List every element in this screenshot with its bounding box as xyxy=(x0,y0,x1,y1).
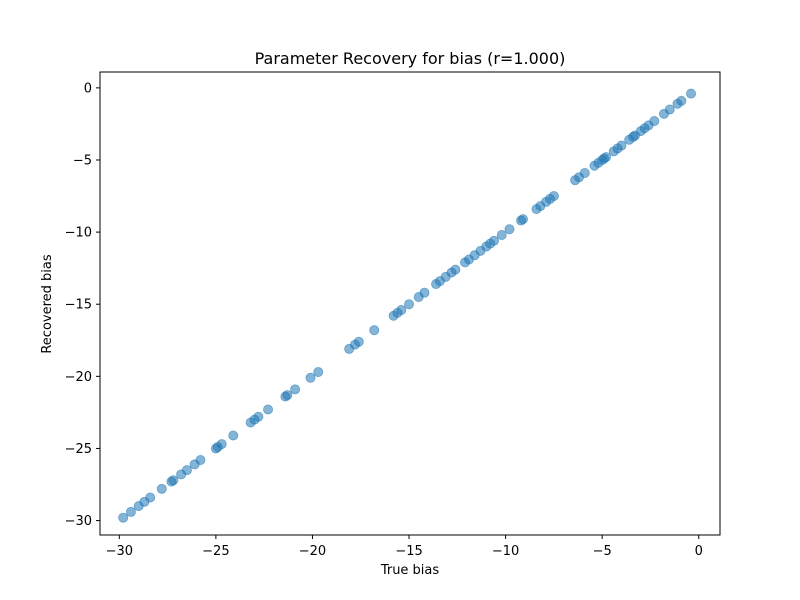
x-tick-label: −5 xyxy=(593,544,612,559)
data-point xyxy=(228,430,239,441)
x-tick-label: −25 xyxy=(202,544,229,559)
data-point xyxy=(263,404,274,415)
y-tick-label: −5 xyxy=(73,153,92,168)
data-point xyxy=(504,224,515,235)
data-point xyxy=(369,325,380,336)
y-tick-label: −20 xyxy=(65,370,92,385)
data-point xyxy=(396,304,407,315)
axis-ticks: −30 −25 −20 −15 −10 −5 0 −30 −25 −20 −15 −10 −5 0 xyxy=(65,81,703,559)
y-tick-label: −15 xyxy=(65,298,92,313)
data-point xyxy=(305,372,316,383)
data-point xyxy=(282,390,293,401)
data-point xyxy=(181,465,192,476)
y-axis-label: Recovered bias xyxy=(40,254,55,354)
data-point xyxy=(489,235,500,246)
y-tick-label: −25 xyxy=(65,442,92,457)
data-point xyxy=(649,116,660,127)
data-point xyxy=(616,140,627,151)
x-tick-label: 0 xyxy=(695,544,703,559)
data-point xyxy=(195,454,206,465)
data-point xyxy=(290,384,301,395)
data-point xyxy=(517,214,528,225)
x-tick-label: −20 xyxy=(299,544,326,559)
x-tick-label: −30 xyxy=(106,544,133,559)
data-point xyxy=(548,191,559,202)
y-tick-label: −10 xyxy=(65,226,92,241)
x-tick-label: −15 xyxy=(395,544,422,559)
x-tick-label: −10 xyxy=(492,544,519,559)
y-tick-label: −30 xyxy=(65,514,92,529)
chart-title: Parameter Recovery for bias (r=1.000) xyxy=(255,49,566,68)
data-point xyxy=(496,229,507,240)
data-point xyxy=(353,336,364,347)
data-point xyxy=(168,475,179,486)
data-points xyxy=(118,88,697,523)
data-point xyxy=(145,492,156,503)
data-point xyxy=(216,439,227,450)
plot-area-frame xyxy=(99,71,721,536)
data-point xyxy=(579,167,590,178)
data-point xyxy=(156,483,167,494)
data-point xyxy=(253,411,264,422)
data-point xyxy=(313,367,324,378)
data-point xyxy=(419,287,430,298)
data-point xyxy=(664,104,675,115)
data-point xyxy=(601,152,612,163)
x-axis-label: True bias xyxy=(380,563,440,578)
y-tick-label: 0 xyxy=(84,81,92,96)
data-point xyxy=(450,264,461,275)
data-point xyxy=(125,506,136,517)
data-point xyxy=(676,95,687,106)
data-point xyxy=(404,299,415,310)
data-point xyxy=(686,88,697,99)
data-point xyxy=(118,512,129,523)
